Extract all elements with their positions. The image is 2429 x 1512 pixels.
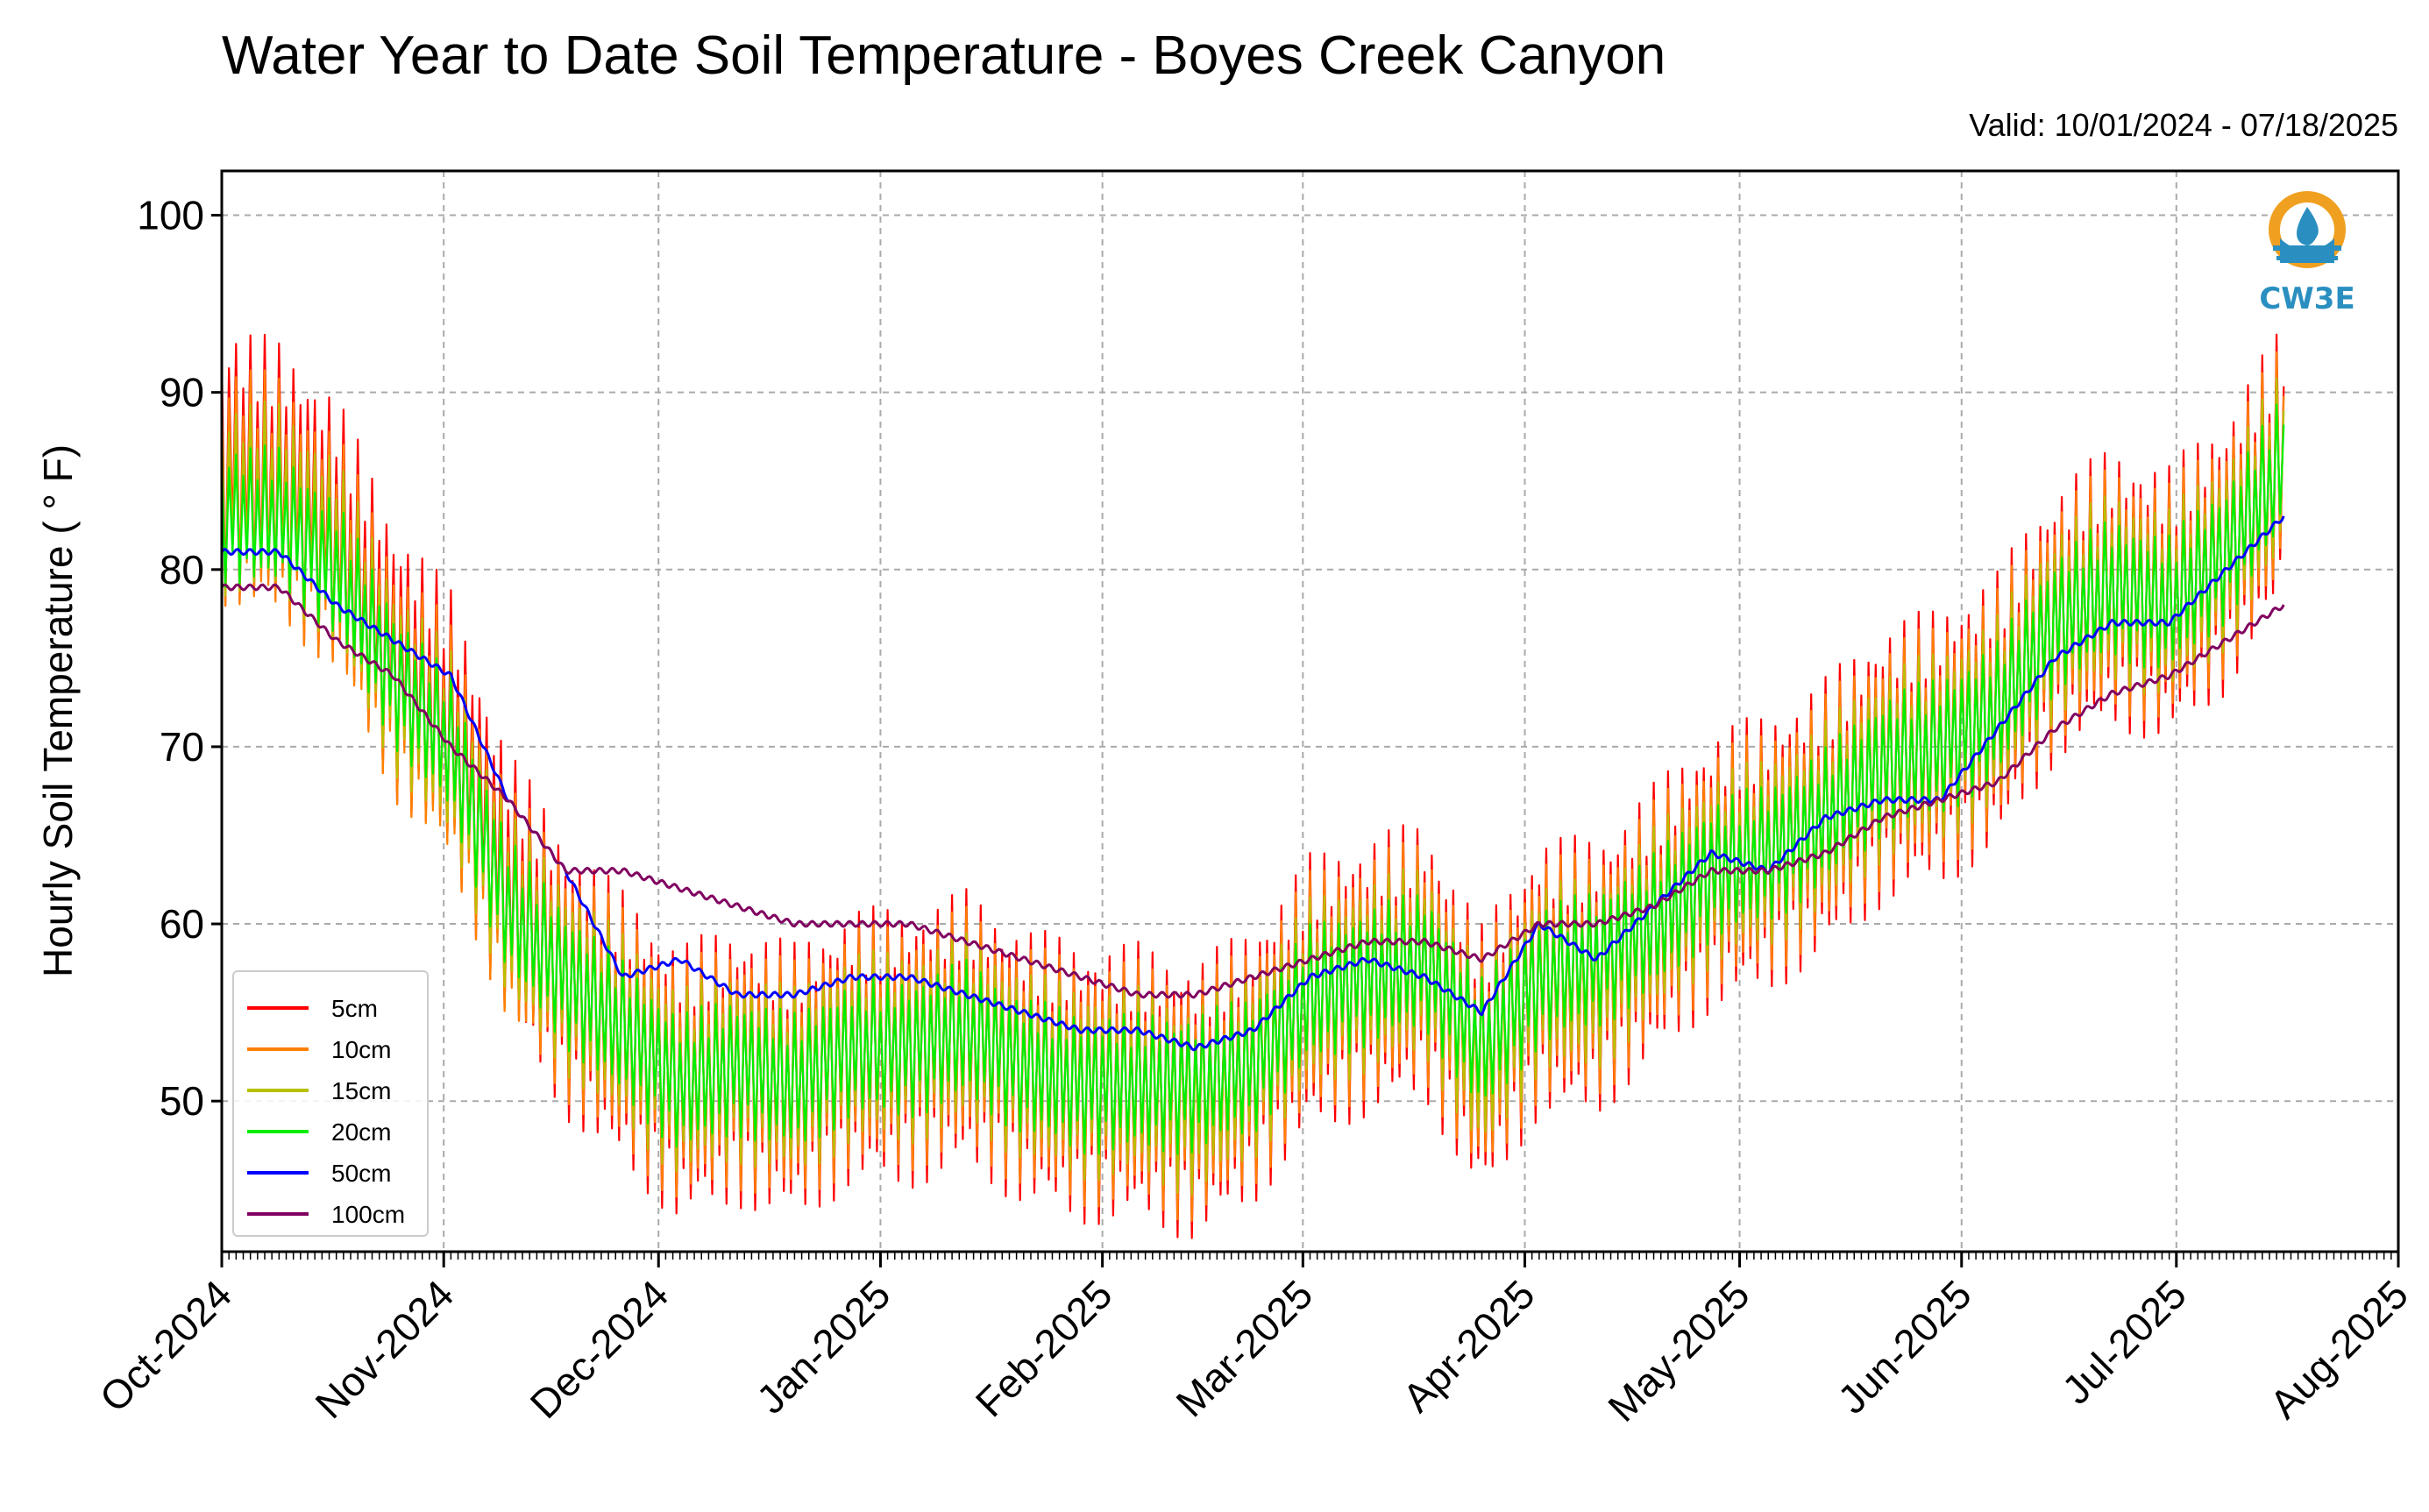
- y-tick-label: 60: [160, 901, 204, 947]
- series-line-15cm: [220, 377, 2285, 1196]
- y-tick-label: 70: [160, 724, 204, 770]
- legend-label-100cm: 100cm: [331, 1201, 405, 1228]
- chart-title: Water Year to Date Soil Temperature - Bo…: [222, 25, 1666, 86]
- y-axis-label: Hourly Soil Temperature ( ° F): [35, 444, 81, 977]
- series-layer: [220, 333, 2285, 1239]
- x-tick-label: Oct-2024: [91, 1271, 241, 1421]
- legend-label-20cm: 20cm: [331, 1118, 391, 1146]
- x-tick-label: Jan-2025: [748, 1271, 898, 1422]
- series-line-100cm: [220, 583, 2285, 999]
- legend: 5cm 10cm 15cm 20cm 50cm 100cm: [232, 970, 429, 1237]
- x-tick-label: Mar-2025: [1167, 1271, 1321, 1425]
- logo-text: CW3E: [2259, 281, 2354, 316]
- x-tick-label: Jun-2025: [1829, 1271, 1979, 1422]
- grid-lines: [222, 171, 2398, 1252]
- x-tick-label: Dec-2024: [522, 1271, 678, 1427]
- legend-label-50cm: 50cm: [331, 1160, 391, 1187]
- cw3e-logo: CW3E: [2259, 191, 2355, 316]
- series-line-20cm: [220, 403, 2285, 1155]
- x-tick-label: Feb-2025: [967, 1271, 1121, 1425]
- legend-label-15cm: 15cm: [331, 1077, 391, 1104]
- y-tick-label: 100: [137, 193, 204, 238]
- legend-label-5cm: 5cm: [331, 995, 378, 1022]
- x-tick-label: Aug-2025: [2261, 1271, 2417, 1427]
- plot-frame: [220, 169, 2400, 1253]
- x-tick-label: Nov-2024: [306, 1271, 462, 1427]
- legend-box: [232, 970, 429, 1237]
- y-tick-label: 50: [160, 1078, 204, 1124]
- valid-date-range: Valid: 10/01/2024 - 07/18/2025: [1969, 107, 2398, 143]
- legend-label-10cm: 10cm: [331, 1036, 391, 1063]
- y-tick-label: 80: [160, 547, 204, 593]
- x-tick-label: May-2025: [1599, 1271, 1758, 1430]
- series-line-10cm: [220, 351, 2285, 1222]
- y-tick-label: 90: [160, 370, 204, 415]
- x-tick-label: Jul-2025: [2053, 1271, 2195, 1413]
- x-tick-label: Apr-2025: [1394, 1271, 1544, 1421]
